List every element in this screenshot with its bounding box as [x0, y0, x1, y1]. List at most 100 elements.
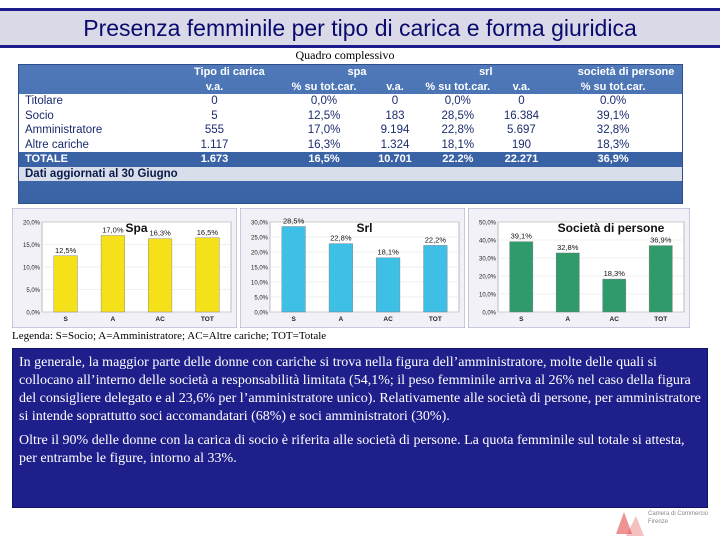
table-total-row: TOTALE 1.673 16,5% 10.701 22.2% 22.271 3… — [19, 152, 682, 167]
table-group-header: Tipo di carica spa srl società di person… — [19, 65, 682, 80]
table-cell: 0,0% — [444, 95, 471, 108]
y-tick-label: 5,0% — [254, 296, 268, 302]
y-tick-label: 0,0% — [482, 311, 496, 317]
x-tick-label: TOT — [201, 316, 214, 323]
y-tick-label: 10,0% — [251, 281, 269, 287]
row-label: Amministratore — [25, 124, 103, 137]
table-cell: 9.194 — [380, 124, 410, 137]
title-bar: Presenza femminile per tipo di carica e … — [0, 8, 720, 48]
subcol-header: v.a. — [205, 80, 224, 93]
y-tick-label: 5,0% — [26, 288, 40, 294]
bar-value-label: 16,5% — [197, 228, 219, 237]
x-tick-label: A — [339, 316, 344, 323]
bar — [53, 255, 78, 313]
commentary-box: In generale, la maggior parte delle donn… — [12, 348, 708, 508]
x-tick-label: A — [565, 316, 570, 323]
page-title: Presenza femminile per tipo di carica e … — [83, 14, 637, 41]
bar — [100, 235, 125, 313]
table-row: Altre cariche 1.117 16,3% 1.324 18,1% 19… — [19, 137, 682, 152]
table-cell: 22,8% — [441, 124, 475, 137]
x-tick-label: AC — [383, 316, 393, 323]
x-tick-label: A — [111, 316, 116, 323]
table-cell: 0 — [391, 95, 399, 108]
y-tick-label: 20,0% — [251, 251, 269, 257]
chart-srl-svg: 0,0% 5,0% 10,0% 15,0% 20,0% 25,0% 30,0% Srl 28,5… — [240, 208, 465, 328]
bar-value-label: 16,3% — [149, 229, 171, 238]
x-tick-label: TOT — [429, 316, 442, 323]
bar-value-label: 39,1% — [511, 232, 533, 241]
bar-value-label: 18,1% — [377, 248, 399, 257]
y-tick-label: 30,0% — [251, 221, 269, 227]
summary-table: Tipo di carica spa srl società di person… — [18, 64, 683, 204]
x-tick-label: S — [63, 316, 68, 323]
chart-sdp-svg: 0,0% 10,0% 20,0% 30,0% 40,0% 50,0% Società di … — [468, 208, 690, 328]
table-cell: 5.697 — [507, 124, 536, 137]
group-header-sdp: società di persone — [577, 66, 675, 79]
table-cell: 0 — [518, 95, 525, 108]
row-label: Altre cariche — [25, 138, 89, 151]
y-tick-label: 20,0% — [23, 221, 41, 227]
chart-title: Spa — [125, 221, 147, 235]
table-cell: 12,5% — [307, 109, 341, 122]
logo-line-1: Camera di Commercio — [648, 511, 709, 517]
bar-value-label: 36,9% — [650, 236, 672, 245]
row-label: Socio — [25, 109, 54, 122]
y-tick-label: 15,0% — [251, 266, 269, 272]
table-row: Socio 5 12,5% 183 28,5% 16.384 39,1% — [19, 108, 682, 123]
table-cell: 28,5% — [441, 109, 475, 122]
x-tick-label: AC — [610, 316, 620, 323]
bar — [602, 278, 627, 313]
bar — [648, 245, 673, 313]
table-row: Titolare 0 0,0% 0 0,0% 0 0.0% — [19, 94, 682, 109]
group-header-spa: spa — [347, 66, 367, 79]
chart-spa: 0,0% 5,0% 10,0% 15,0% 20,0% Spa 12,5% S 17,0% A 16… — [12, 208, 237, 328]
y-tick-label: 15,0% — [23, 243, 41, 249]
logo-line-2: Firenze — [648, 519, 669, 525]
subcol-header: v.a. — [386, 80, 404, 93]
table-cell: 16,5% — [308, 153, 340, 166]
table-cell: 22.2% — [442, 153, 474, 166]
table-note: Dati aggiornati al 30 Giugno — [19, 166, 682, 181]
bar-value-label: 18,3% — [604, 269, 626, 278]
y-tick-label: 40,0% — [479, 239, 497, 245]
table-header-label: Tipo di carica — [194, 66, 265, 79]
commentary-paragraph: In generale, la maggior parte delle donn… — [19, 355, 701, 424]
table-cell: 32,8% — [596, 124, 630, 137]
logo-text: Camera di Commercio Firenze — [648, 510, 718, 526]
table-note-row: Dati aggiornati al 30 Giugno — [19, 166, 682, 181]
bar — [376, 257, 401, 313]
chart-legend-text: Legenda: S=Socio; A=Amministratore; AC=A… — [12, 330, 327, 342]
table-subheader: v.a. % su tot.car. v.a. % su tot.car. v.… — [19, 80, 682, 95]
row-label: Titolare — [25, 95, 63, 108]
table-cell: 16,3% — [307, 138, 341, 151]
table-cell: 0.0% — [599, 95, 627, 108]
bar-value-label: 22,2% — [425, 235, 447, 244]
bar — [148, 238, 173, 313]
bar-value-label: 12,5% — [55, 246, 77, 255]
table-cell: 183 — [385, 109, 405, 122]
bar-value-label: 28,5% — [283, 217, 305, 226]
chart-title: Srl — [356, 221, 372, 235]
y-tick-label: 0,0% — [254, 311, 268, 317]
table-cell: 18,3% — [596, 138, 630, 151]
table-cell: 555 — [204, 124, 225, 137]
y-tick-label: 10,0% — [23, 266, 41, 272]
bar — [555, 252, 580, 313]
table-cell: 39,1% — [596, 109, 630, 122]
bar-value-label: 32,8% — [557, 243, 579, 252]
y-tick-label: 20,0% — [479, 275, 497, 281]
subcol-header: % su tot.car. — [580, 80, 646, 93]
x-tick-label: S — [291, 316, 296, 323]
bar — [423, 245, 448, 313]
table-cell: 190 — [511, 138, 532, 151]
bar — [281, 226, 306, 313]
y-tick-label: 30,0% — [479, 257, 497, 263]
chart-title: Società di persone — [558, 221, 665, 235]
y-tick-label: 0,0% — [26, 311, 40, 317]
chamber-logo-icon — [616, 512, 644, 536]
subcol-header: % su tot.car. — [291, 80, 357, 93]
bar-value-label: 22,8% — [330, 234, 352, 243]
subcol-header: v.a. — [512, 80, 531, 93]
x-tick-label: AC — [155, 316, 165, 323]
table-cell: 1.673 — [200, 153, 229, 166]
